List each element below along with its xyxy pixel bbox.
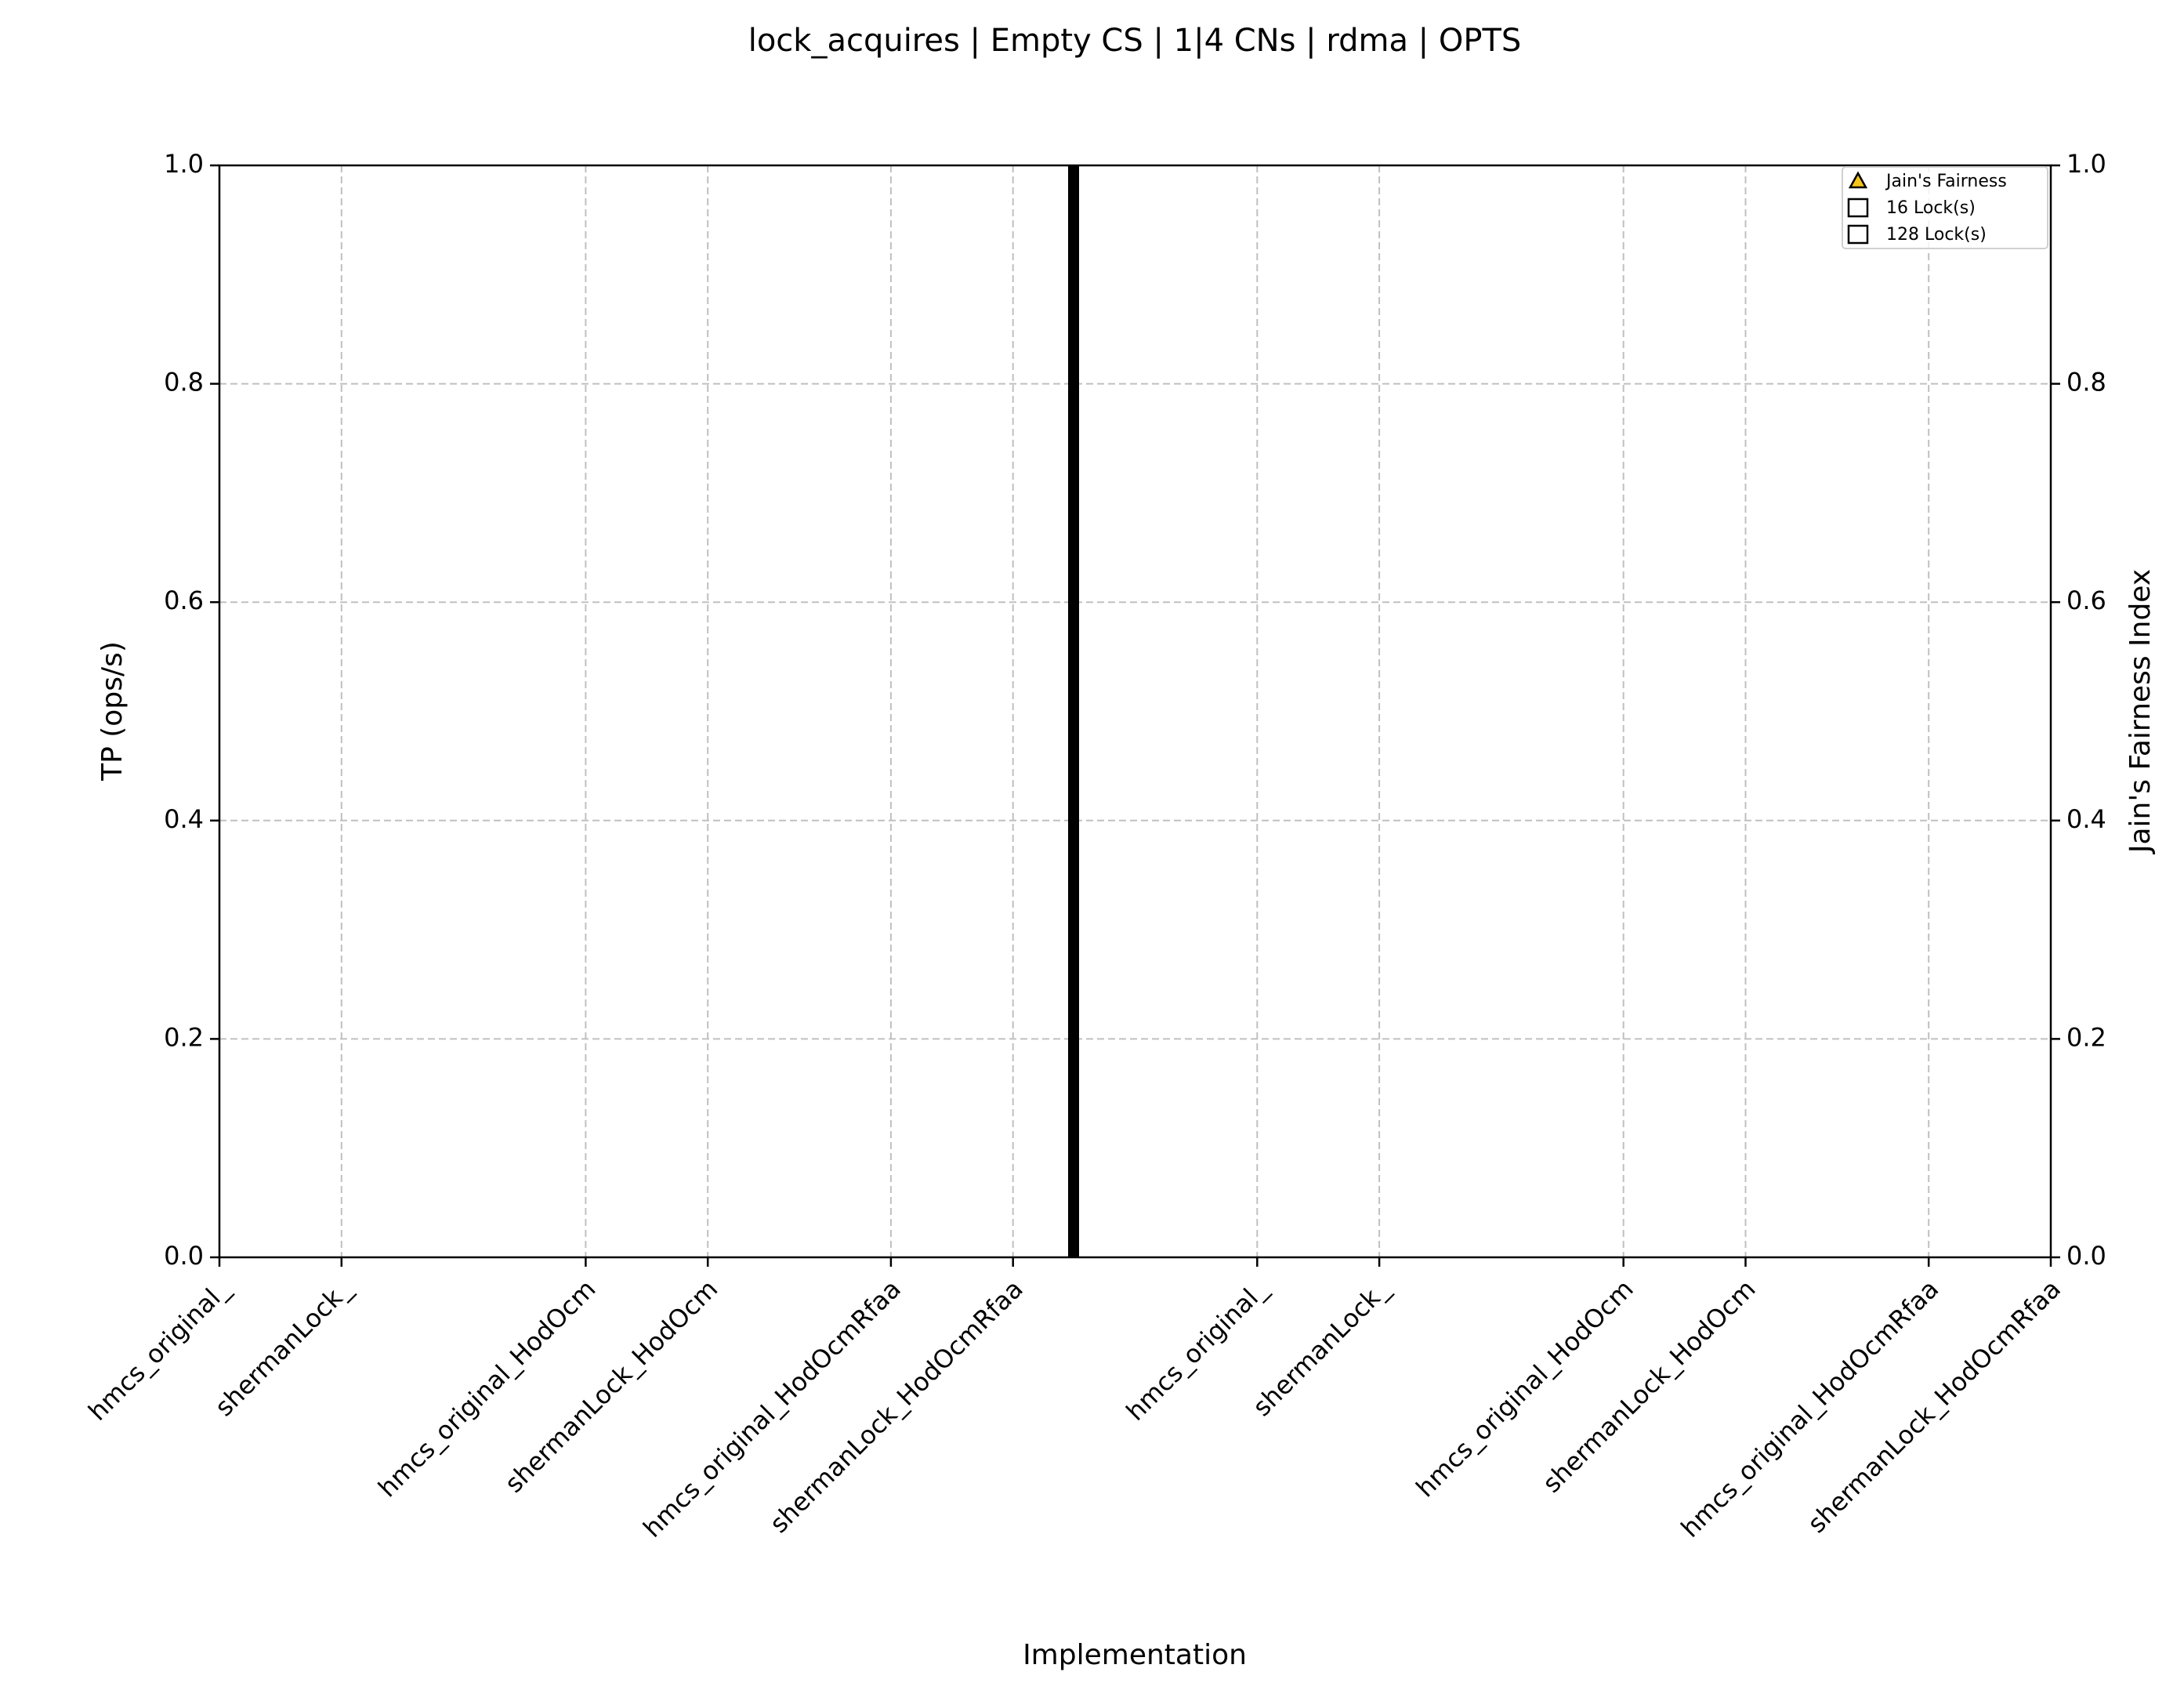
x-tick-label: shermanLock_HodOcmRfaa [1802, 1274, 2066, 1539]
y-tick-label: 0.2 [164, 1022, 204, 1052]
legend-marker [1847, 224, 1869, 245]
y2-tick-label: 0.4 [2066, 804, 2106, 834]
y-tick-label: 0.0 [164, 1241, 204, 1271]
y2-tick-label: 0.2 [2066, 1022, 2106, 1052]
legend-marker [1848, 171, 1868, 189]
y2-axis-label: Jain's Fairness Index [2124, 569, 2157, 854]
y-axis-label: TP (ops/s) [96, 641, 129, 782]
legend-label: 128 Lock(s) [1886, 225, 1987, 245]
x-tick-label: hmcs_original_HodOcm [372, 1274, 601, 1503]
y-tick-label: 1.0 [164, 149, 204, 179]
legend-label: Jain's Fairness [1885, 172, 2007, 191]
y2-tick-label: 0.6 [2066, 586, 2106, 615]
legend: Jain's Fairness 16 Lock(s) 128 Lock(s) [1842, 166, 2048, 249]
x-tick-label: shermanLock_HodOcm [1537, 1274, 1761, 1498]
grid [219, 165, 2052, 1258]
legend-marker [1847, 198, 1869, 218]
y2-tick-label: 0.0 [2066, 1241, 2106, 1271]
y-tick-label: 0.8 [164, 368, 204, 397]
group-separator [1068, 165, 1079, 1257]
chart-title: lock_acquires | Empty CS | 1|4 CNs | rdm… [748, 23, 1522, 59]
x-tick-label: shermanLock_HodOcmRfaa [764, 1274, 1029, 1539]
y-tick-label: 0.6 [164, 586, 204, 615]
legend-label: 16 Lock(s) [1886, 198, 1976, 218]
plot-frame [218, 164, 2052, 1259]
y-tick-label: 0.4 [164, 804, 204, 834]
x-tick-label: hmcs_original_HodOcm [1411, 1274, 1639, 1503]
x-tick-label: shermanLock_HodOcm [499, 1274, 723, 1498]
x-axis-label: Implementation [1023, 1639, 1247, 1671]
y2-tick-label: 1.0 [2066, 149, 2106, 179]
ticks: hmcs_original_shermanLock_ hmcs_original_… [82, 149, 2106, 1543]
y2-tick-label: 0.8 [2066, 368, 2106, 397]
legend-box [1842, 166, 2048, 249]
